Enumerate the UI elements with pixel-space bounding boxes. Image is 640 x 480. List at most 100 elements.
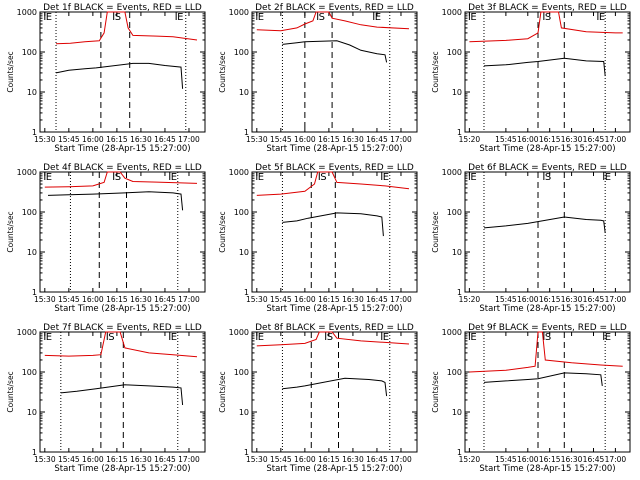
x-tick-label: 16:15 [106, 455, 128, 464]
y-tick-label: 10 [452, 248, 462, 257]
x-tick-label: 16:45 [583, 455, 605, 464]
panel-title: Det 1f BLACK = Events, RED = LLD [43, 3, 202, 13]
y-tick-label: 100 [234, 208, 249, 217]
marker-label: S [115, 12, 121, 23]
panel-title: Det 4f BLACK = Events, RED = LLD [43, 163, 202, 173]
y-tick-label: 1000 [442, 328, 462, 337]
series-line-events [55, 62, 184, 89]
series-line-lld [55, 11, 198, 45]
marker-label: E [171, 332, 177, 343]
y-tick-label: 1 [457, 128, 462, 137]
panel-title: Det 5f BLACK = Events, RED = LLD [255, 163, 414, 173]
x-tick-label: 16:00 [82, 295, 104, 304]
y-tick-label: 10 [239, 248, 249, 257]
x-tick-label: 16:00 [517, 135, 539, 144]
y-tick-label: 1 [244, 448, 249, 457]
x-tick-label: 15:45 [495, 455, 517, 464]
y-tick-label: 10 [239, 88, 249, 97]
x-tick-label: 15:45 [270, 295, 292, 304]
x-tick-label: 17:00 [390, 135, 412, 144]
y-tick-label: 1 [32, 288, 37, 297]
x-tick-label: 16:00 [294, 455, 316, 464]
y-tick-label: 1000 [229, 328, 249, 337]
plot-frame [39, 11, 206, 133]
marker-label: E [46, 172, 52, 183]
x-tick-label: 16:15 [318, 295, 340, 304]
y-tick-label: 100 [447, 208, 462, 217]
panel-title: Det 9f BLACK = Events, RED = LLD [468, 323, 627, 333]
detector-panel-8: Det 8f BLACK = Events, RED = LLD 1 10 100 10… [218, 323, 418, 474]
x-tick-label: 16:45 [154, 135, 176, 144]
detector-panel-4: Det 4f BLACK = Events, RED = LLD 1 10 100 10… [6, 163, 206, 314]
x-tick-label: 17:00 [605, 455, 627, 464]
y-tick-label: 1000 [17, 8, 37, 17]
panel-title: Det 8f BLACK = Events, RED = LLD [255, 323, 414, 333]
marker-label: E [605, 172, 611, 183]
x-tick-label: 16:00 [517, 295, 539, 304]
x-tick-label: 16:00 [294, 295, 316, 304]
x-axis-label: Start Time (28-Apr-15 15:27:00) [266, 304, 402, 314]
series-line-lld [469, 331, 623, 373]
panel-title: Det 3f BLACK = Events, RED = LLD [468, 3, 627, 13]
x-axis-label: Start Time (28-Apr-15 15:27:00) [479, 144, 615, 154]
x-tick-label: 16:45 [366, 295, 388, 304]
y-tick-label: 10 [239, 408, 249, 417]
panel-title: Det 7f BLACK = Events, RED = LLD [43, 323, 202, 333]
y-axis-label: Counts/sec [431, 211, 440, 252]
x-tick-label: 16:30 [130, 295, 152, 304]
x-tick-label: 15:45 [495, 135, 517, 144]
x-tick-label: 15:30 [34, 135, 56, 144]
series-line-lld [44, 171, 198, 188]
plot-frame [39, 171, 206, 293]
x-axis-label: Start Time (28-Apr-15 15:27:00) [54, 304, 190, 314]
series-line-lld [256, 171, 410, 196]
y-tick-label: 1000 [442, 8, 462, 17]
marker-label: E [470, 332, 476, 343]
x-tick-label: 16:30 [561, 295, 583, 304]
detector-panel-7: Det 7f BLACK = Events, RED = LLD 1 10 100 10… [6, 323, 206, 474]
marker-label: S [108, 332, 114, 343]
y-axis-label: Counts/sec [218, 211, 227, 252]
panel-title: Det 6f BLACK = Events, RED = LLD [468, 163, 627, 173]
y-tick-label: 10 [27, 248, 37, 257]
series-line-events [483, 57, 606, 77]
y-tick-label: 10 [452, 88, 462, 97]
x-axis-label: Start Time (28-Apr-15 15:27:00) [479, 304, 615, 314]
x-tick-label: 16:00 [294, 135, 316, 144]
x-tick-label: 16:30 [342, 135, 364, 144]
marker-label: E [46, 332, 52, 343]
series-line-lld [256, 11, 410, 32]
x-tick-label: 17:00 [390, 295, 412, 304]
x-tick-label: 16:15 [106, 295, 128, 304]
plot-frame [39, 331, 206, 453]
x-tick-label: 15:45 [270, 455, 292, 464]
marker-label: E [258, 332, 264, 343]
series-line-events [483, 372, 603, 386]
x-tick-label: 16:15 [106, 135, 128, 144]
plot-frame [251, 11, 418, 133]
y-tick-label: 1 [457, 288, 462, 297]
y-tick-label: 1 [244, 288, 249, 297]
marker-label: E [258, 12, 264, 23]
y-tick-label: 1000 [442, 168, 462, 177]
x-tick-label: 16:30 [130, 455, 152, 464]
plot-frame [251, 171, 418, 293]
x-tick-label: 16:00 [82, 135, 104, 144]
x-axis-label: Start Time (28-Apr-15 15:27:00) [479, 464, 615, 474]
detector-panel-6: Det 6f BLACK = Events, RED = LLD 1 10 100 10… [431, 163, 631, 314]
y-axis-label: Counts/sec [6, 211, 15, 252]
marker-label: E [470, 172, 476, 183]
y-tick-label: 1000 [229, 168, 249, 177]
y-axis-label: Counts/sec [431, 371, 440, 412]
detector-panel-9: Det 9f BLACK = Events, RED = LLD 1 10 100 10… [431, 323, 631, 474]
plot-frame [464, 171, 631, 293]
x-tick-label: 16:15 [539, 135, 561, 144]
marker-label: E [375, 12, 381, 23]
x-tick-label: 15:20 [459, 295, 481, 304]
detector-panel-2: Det 2f BLACK = Events, RED = LLD 1 10 100 10… [218, 3, 418, 154]
plot-frame [251, 331, 418, 453]
marker-label: E [599, 12, 605, 23]
x-tick-label: 16:45 [366, 455, 388, 464]
x-tick-label: 17:00 [390, 455, 412, 464]
